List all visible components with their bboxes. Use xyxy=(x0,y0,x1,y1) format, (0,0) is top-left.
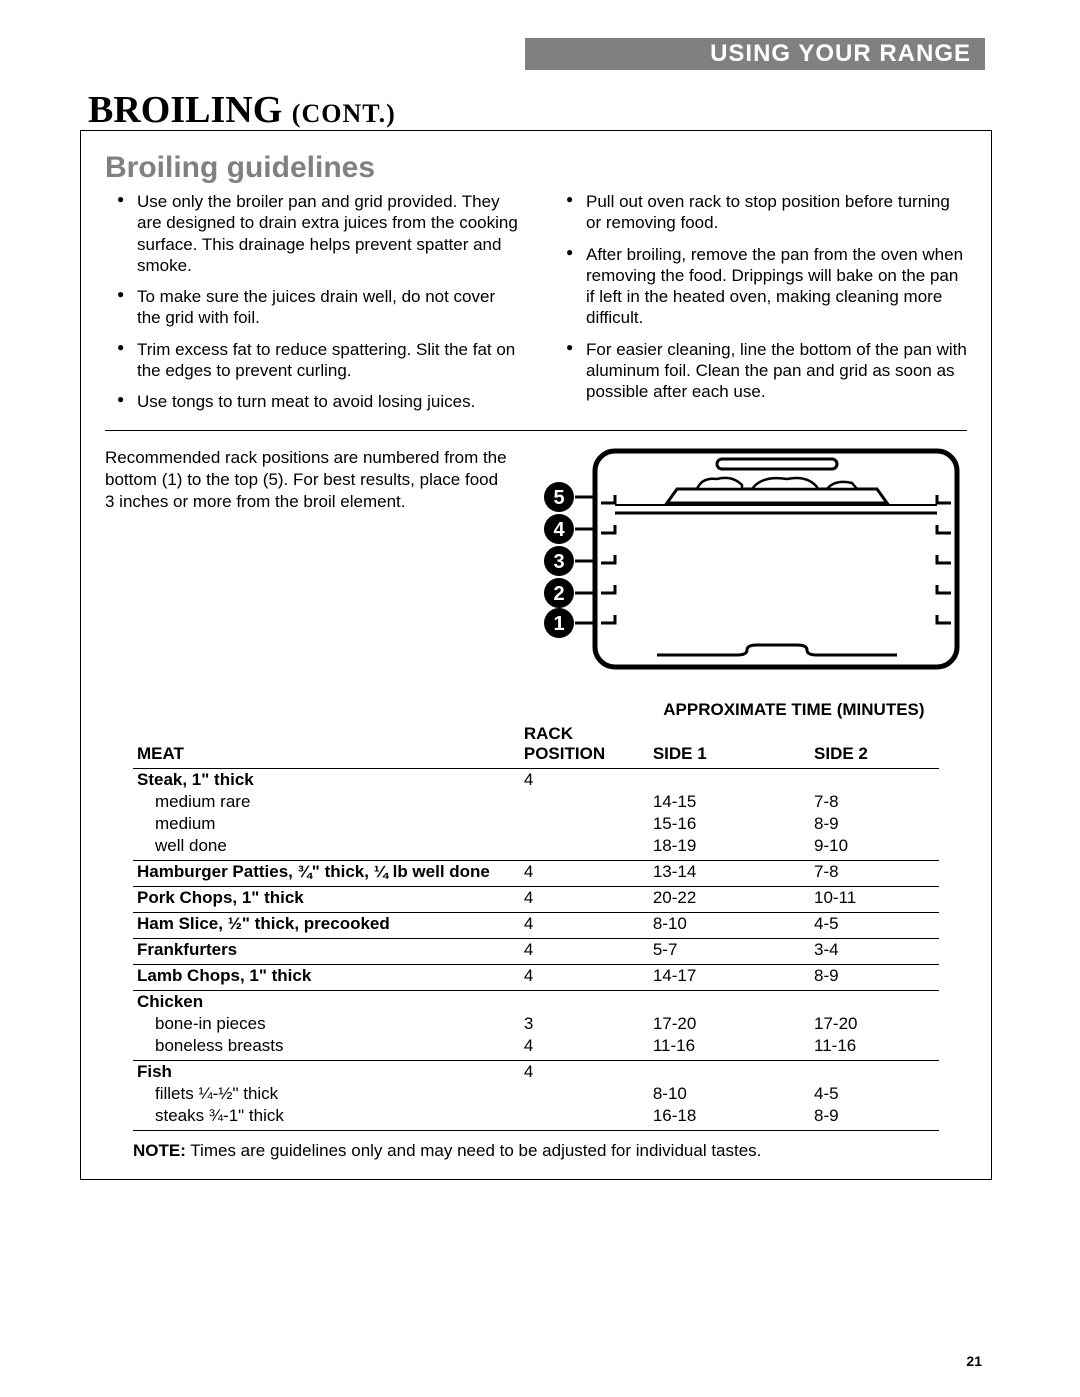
table-row: medium rare xyxy=(133,791,520,813)
svg-text:3: 3 xyxy=(553,551,564,573)
table-row: steaks ¾-1" thick xyxy=(133,1105,520,1131)
subheading: Broiling guidelines xyxy=(105,151,967,185)
broiling-table: APPROXIMATE TIME (MINUTES) MEAT RACK POS… xyxy=(133,698,939,1131)
table-row: well done xyxy=(133,835,520,861)
guidelines-columns: Use only the broiler pan and grid provid… xyxy=(105,191,967,422)
col-side1: SIDE 1 xyxy=(649,722,810,769)
note: NOTE: Times are guidelines only and may … xyxy=(133,1141,939,1161)
svg-text:2: 2 xyxy=(553,583,564,605)
bullet: For easier cleaning, line the bottom of … xyxy=(572,339,967,403)
row-lamb: Lamb Chops, 1" thick xyxy=(133,965,520,991)
row-ham: Ham Slice, ½" thick, precooked xyxy=(133,913,520,939)
table-row: fillets ¼-½" thick xyxy=(133,1083,520,1105)
left-column: Use only the broiler pan and grid provid… xyxy=(105,191,518,422)
bullet: Pull out oven rack to stop position befo… xyxy=(572,191,967,234)
col-time-group: APPROXIMATE TIME (MINUTES) xyxy=(649,698,939,722)
row-steak: Steak, 1" thick xyxy=(133,769,520,792)
content-box: Broiling guidelines Use only the broiler… xyxy=(80,130,992,1180)
row-fish: Fish xyxy=(133,1061,520,1084)
oven-rack-diagram: 5 4 3 2 1 xyxy=(537,445,967,680)
row-chicken: Chicken xyxy=(133,991,520,1014)
right-column: Pull out oven rack to stop position befo… xyxy=(554,191,967,422)
bullet: Use only the broiler pan and grid provid… xyxy=(123,191,518,276)
col-meat: MEAT xyxy=(133,722,520,769)
table-row: medium xyxy=(133,813,520,835)
col-side2: SIDE 2 xyxy=(810,722,939,769)
row-frankfurters: Frankfurters xyxy=(133,939,520,965)
svg-text:4: 4 xyxy=(553,519,565,541)
bullet: To make sure the juices drain well, do n… xyxy=(123,286,518,329)
bullet: After broiling, remove the pan from the … xyxy=(572,244,967,329)
table-row: bone-in pieces xyxy=(133,1013,520,1035)
note-label: NOTE: xyxy=(133,1141,186,1160)
col-rack: RACK POSITION xyxy=(520,722,649,769)
rack-description: Recommended rack positions are numbered … xyxy=(105,445,507,680)
section-header: USING YOUR RANGE xyxy=(525,38,985,70)
title-cont: (CONT.) xyxy=(292,99,396,128)
bullet: Trim excess fat to reduce spattering. Sl… xyxy=(123,339,518,382)
svg-text:1: 1 xyxy=(553,613,564,635)
page-title: BROILING (CONT.) xyxy=(82,88,402,132)
page-number: 21 xyxy=(966,1353,982,1369)
bullet: Use tongs to turn meat to avoid losing j… xyxy=(123,391,518,412)
note-text: Times are guidelines only and may need t… xyxy=(186,1141,762,1160)
title-main: BROILING xyxy=(88,89,282,131)
svg-text:5: 5 xyxy=(553,487,564,509)
divider xyxy=(105,430,967,431)
table-row: boneless breasts xyxy=(133,1035,520,1061)
row-hamburger: Hamburger Patties, ¾" thick, ¼ lb well d… xyxy=(133,861,520,887)
row-pork: Pork Chops, 1" thick xyxy=(133,887,520,913)
rack-section: Recommended rack positions are numbered … xyxy=(105,445,967,680)
